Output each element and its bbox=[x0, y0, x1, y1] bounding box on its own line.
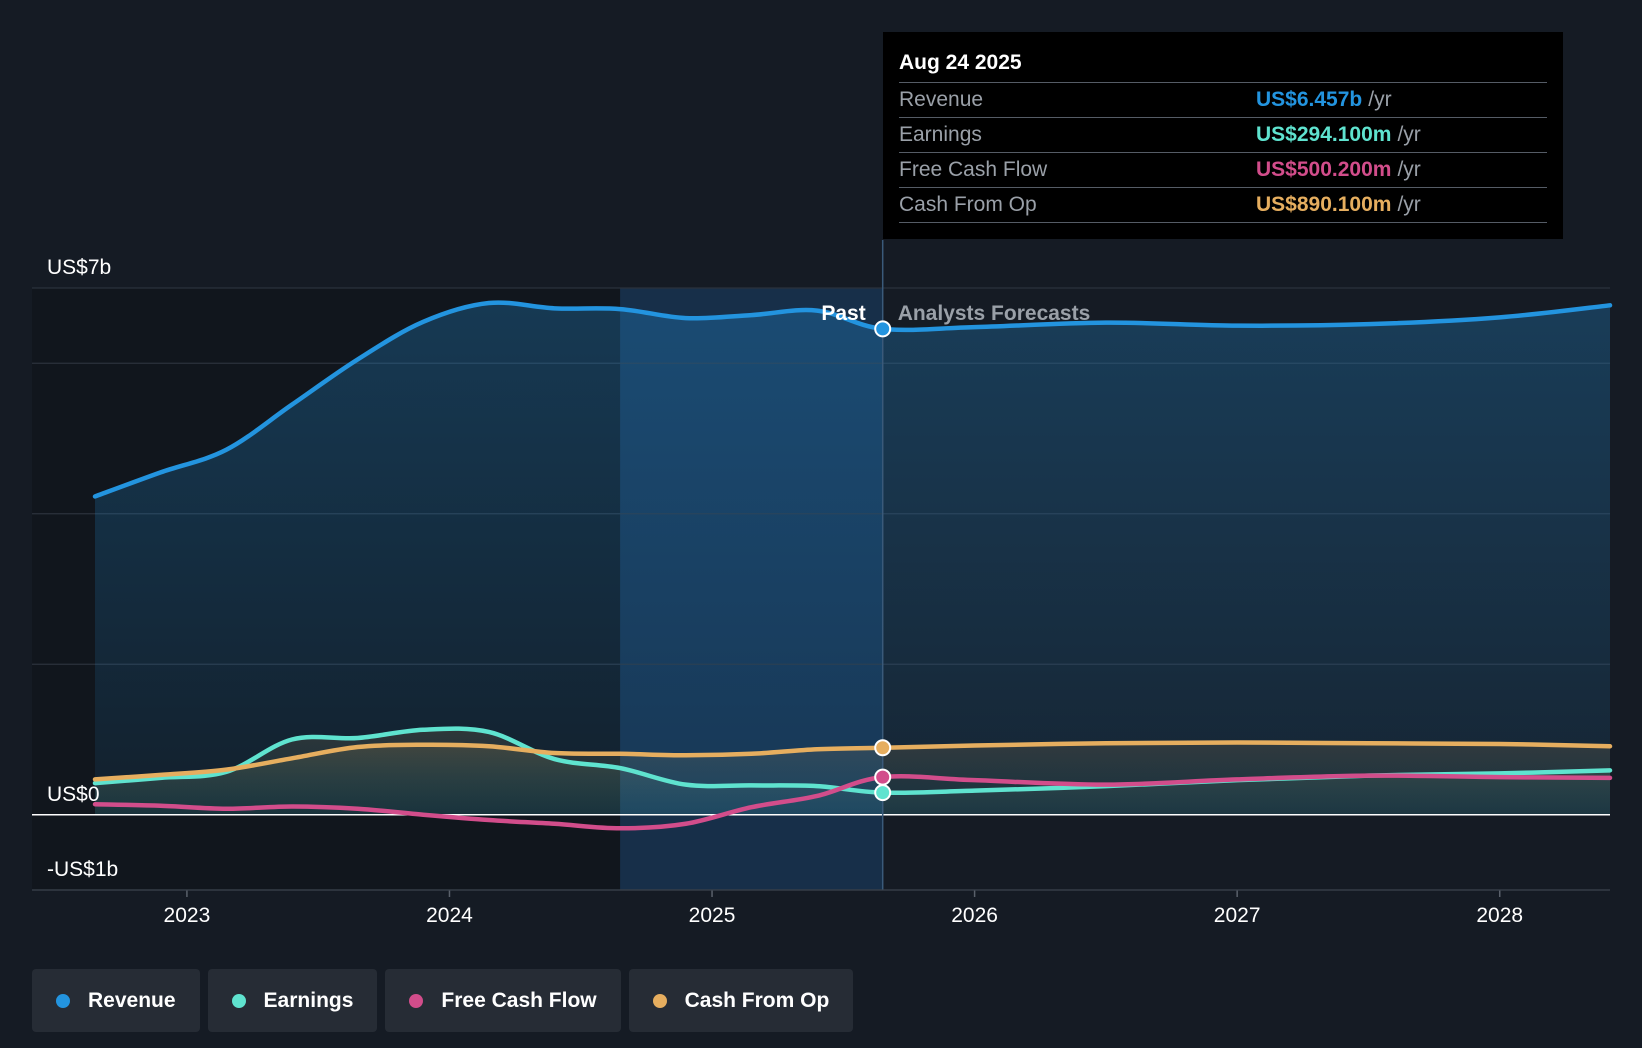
y-tick-label: US$0 bbox=[47, 783, 100, 806]
x-tick-label: 2023 bbox=[164, 904, 211, 927]
legend-label: Cash From Op bbox=[684, 988, 830, 1012]
x-axis-labels: 2023 2024 2025 2026 2027 2028 bbox=[32, 889, 1610, 927]
tooltip-date: Aug 24 2025 bbox=[899, 48, 1547, 83]
present-markers bbox=[874, 320, 892, 802]
tooltip-row-earnings: Earnings US$294.100m /yr bbox=[899, 118, 1547, 153]
cfo-present-marker bbox=[874, 739, 892, 757]
revenue-area bbox=[95, 302, 1610, 815]
tooltip-row-free-cash-flow: Free Cash Flow US$500.200m /yr bbox=[899, 153, 1547, 188]
x-tick-label: 2028 bbox=[1476, 904, 1523, 927]
tooltip-unit: /yr bbox=[1397, 193, 1421, 216]
revenue-line bbox=[92, 300, 1613, 499]
legend-dot-icon bbox=[56, 993, 70, 1008]
tooltip-unit: /yr bbox=[1397, 158, 1421, 181]
tooltip-row-revenue: Revenue US$6.457b /yr bbox=[899, 83, 1547, 118]
legend-label: Earnings bbox=[263, 988, 354, 1012]
past-label: Past bbox=[821, 302, 865, 325]
tooltip-unit: /yr bbox=[1397, 123, 1421, 146]
tooltip-value: US$500.200m bbox=[1256, 158, 1392, 181]
legend-item-cash-from-op[interactable]: Cash From Op bbox=[628, 969, 854, 1032]
y-tick-label: US$7b bbox=[47, 256, 111, 279]
legend-dot-icon bbox=[231, 993, 246, 1008]
legend-label: Free Cash Flow bbox=[441, 988, 597, 1012]
tooltip-value: US$890.100m bbox=[1256, 193, 1392, 216]
cfo-area bbox=[95, 742, 1610, 815]
legend-dot-icon bbox=[409, 993, 424, 1008]
analysts-forecasts-label: Analysts Forecasts bbox=[898, 302, 1091, 325]
tooltip: Aug 24 2025 Revenue US$6.457b /yr Earnin… bbox=[883, 32, 1563, 239]
x-tick-label: 2027 bbox=[1214, 904, 1261, 927]
series-areas bbox=[95, 302, 1610, 815]
x-tick-label: 2026 bbox=[951, 904, 998, 927]
legend-item-free-cash-flow[interactable]: Free Cash Flow bbox=[385, 969, 621, 1032]
legend-item-earnings[interactable]: Earnings bbox=[207, 969, 378, 1032]
tooltip-label: Earnings bbox=[899, 123, 982, 146]
legend-label: Revenue bbox=[88, 988, 176, 1012]
x-tick-label: 2025 bbox=[689, 904, 736, 927]
revenue-present-marker bbox=[874, 320, 892, 338]
series-lines bbox=[92, 300, 1613, 831]
x-tick-label: 2024 bbox=[426, 904, 473, 927]
tooltip-value: US$6.457b bbox=[1256, 88, 1363, 111]
cfo-line bbox=[92, 740, 1613, 782]
tooltip-label: Revenue bbox=[899, 88, 984, 111]
fcf-present-marker bbox=[874, 768, 892, 786]
tooltip-value: US$294.100m bbox=[1256, 123, 1392, 146]
y-axis-labels: US$7b US$0 -US$1b bbox=[47, 256, 118, 881]
y-tick-label: -US$1b bbox=[47, 858, 118, 881]
fcf-line bbox=[92, 773, 1613, 831]
tooltip-label: Free Cash Flow bbox=[899, 158, 1048, 181]
earnings-present-marker bbox=[874, 784, 892, 802]
legend-item-revenue[interactable]: Revenue bbox=[32, 969, 200, 1032]
tooltip-row-cash-from-op: Cash From Op US$890.100m /yr bbox=[899, 188, 1547, 223]
legend-dot-icon bbox=[652, 993, 667, 1008]
legend: Revenue Earnings Free Cash Flow Cash Fro… bbox=[32, 969, 854, 1032]
tooltip-label: Cash From Op bbox=[899, 193, 1037, 216]
tooltip-unit: /yr bbox=[1368, 88, 1392, 111]
